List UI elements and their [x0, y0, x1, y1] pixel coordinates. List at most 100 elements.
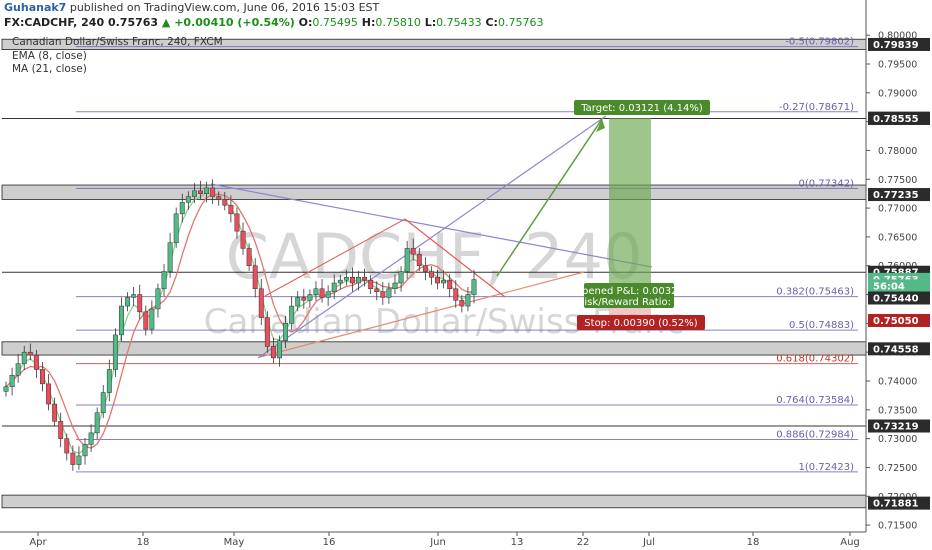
close-value: 0.75763 [497, 16, 544, 29]
candle-body [459, 300, 465, 307]
x-tick-label: 18 [137, 537, 150, 548]
candle-body [234, 213, 240, 232]
candle-body [471, 279, 477, 295]
x-tick-label: May [224, 537, 245, 548]
candle-body [137, 294, 143, 313]
low-label: L: [424, 16, 437, 29]
opened-pnl-label: Opened P&L: 0.00323 [574, 286, 684, 297]
sr-zone [1, 341, 867, 356]
close-label: C: [485, 16, 498, 29]
candle-body [465, 294, 471, 307]
candle-body [264, 317, 270, 347]
author-link[interactable]: Guhanak7 [4, 1, 67, 14]
candle-body [447, 279, 453, 290]
y-tick-label: 0.74000 [878, 376, 917, 387]
open-value: 0.75495 [312, 16, 358, 29]
price-label-bg [868, 111, 930, 125]
candle-body [386, 288, 392, 298]
candle-body [161, 271, 167, 290]
candle-body [88, 432, 94, 445]
candle-body [191, 190, 197, 197]
candle-body [301, 297, 307, 301]
candle-body [258, 288, 264, 318]
y-tick-label: 0.72500 [878, 463, 917, 474]
y-tick-label: 0.77500 [878, 175, 917, 186]
candle-body [33, 354, 39, 370]
candle-body [198, 190, 203, 194]
candle-body [94, 412, 100, 434]
candle-body [349, 277, 355, 284]
candle-body [167, 242, 173, 272]
candle-body [313, 288, 319, 295]
price-label: 0.78555 [873, 114, 919, 125]
candle-body [100, 392, 106, 413]
x-tick-label: Apr [29, 537, 47, 548]
candle-body [283, 323, 289, 341]
candle-body [435, 277, 440, 284]
candle-body [246, 248, 252, 266]
trend-line-wedge-left [264, 218, 406, 297]
candle-body [453, 288, 459, 301]
price-label-bg [868, 188, 930, 202]
price-label: 0.74558 [873, 344, 919, 355]
trend-line-wedge-top [404, 218, 506, 298]
y-tick-label: 0.79500 [878, 60, 917, 71]
candle-body [416, 253, 422, 266]
y-tick-label: 0.80000 [878, 31, 917, 42]
candle-body [307, 294, 313, 301]
target-label: Target: 0.03121 (4.14%) [580, 103, 703, 114]
trend-line-resistance [210, 183, 653, 268]
candle-body [58, 421, 64, 439]
candle-body [252, 265, 258, 290]
price-label: 0.79839 [873, 40, 919, 51]
candle-body [240, 230, 246, 249]
price-label: 0.77235 [873, 190, 919, 201]
fib-label: 0.618(0.74302) [776, 354, 854, 365]
x-tick-label: 13 [511, 537, 524, 548]
fib-label: 0.886(0.72984) [776, 430, 854, 441]
candle-body [228, 204, 234, 215]
price-label-bg [868, 313, 930, 327]
candle-body [9, 374, 15, 388]
x-tick-label: Aug [840, 537, 860, 548]
chart-title: Canadian Dollar/Swiss Franc, 240, FXCM [12, 36, 223, 48]
high-label: H: [361, 16, 376, 29]
ema-legend[interactable]: EMA (8, close) [12, 50, 87, 62]
x-tick-label: Jun [429, 537, 446, 548]
trend-line-channel [257, 115, 607, 359]
sr-zone [1, 494, 867, 509]
candle-body [337, 279, 343, 284]
candle-body [429, 271, 434, 278]
candle-body [40, 369, 45, 385]
candle-body [143, 311, 149, 330]
x-tick-label: 18 [747, 537, 760, 548]
price-label-bg [868, 342, 930, 356]
y-tick-label: 0.73500 [878, 405, 917, 416]
candle-body [70, 452, 76, 465]
candle-body [125, 297, 131, 307]
price-label-bg [868, 279, 930, 293]
y-tick-label: 0.71500 [878, 521, 917, 532]
symbol-label: FX:CADCHF, 240 [4, 16, 105, 29]
sr-zone [1, 184, 867, 200]
candle-body [368, 279, 374, 290]
candle-body [173, 213, 179, 243]
price-label-bg [868, 291, 930, 305]
ma-legend[interactable]: MA (21, close) [12, 63, 87, 75]
high-value: 0.75810 [375, 16, 421, 29]
projection-arrow [496, 118, 603, 277]
low-value: 0.75433 [436, 16, 482, 29]
candle-body [82, 444, 88, 457]
candle-body [210, 187, 216, 197]
candle-body [185, 196, 191, 203]
candle-body [398, 271, 404, 284]
candle-body [112, 334, 118, 370]
fib-label: -0.27(0.78671) [779, 102, 854, 113]
fib-label: -0.5(0.79802) [785, 37, 854, 48]
candle-body [27, 351, 33, 356]
price-label-bg [868, 496, 930, 510]
candle-body [404, 248, 410, 272]
last-price: 0.75763 [107, 16, 159, 29]
opened-pnl-label: Risk/Reward Ratio: 8 [577, 297, 680, 308]
